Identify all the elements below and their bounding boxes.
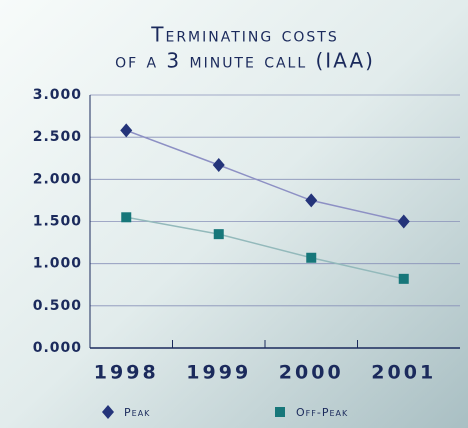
y-tick-label: 1.000 [33,256,82,272]
data-point [121,212,132,223]
legend-marker [102,405,114,419]
data-point [305,193,318,208]
chart-title: of a 3 minute call (IAA) [115,49,375,73]
x-tick-label: 2001 [371,362,436,384]
data-point [306,252,317,263]
legend-marker [275,407,285,417]
legend-label: Peak [124,406,150,419]
series-line [125,129,404,223]
chart-title: Terminating costs [150,23,338,47]
data-point [213,229,224,240]
series-line [126,216,404,280]
y-tick-label: 3.000 [33,87,82,103]
y-tick-label: 2.000 [33,171,82,187]
x-tick-label: 1998 [94,362,159,384]
legend-label: Off-Peak [296,406,348,419]
y-tick-label: 0.500 [33,298,82,314]
x-tick-label: 1999 [186,362,251,384]
data-point [397,214,410,229]
y-tick-label: 1.500 [33,214,82,230]
y-tick-label: 0.000 [33,340,82,356]
x-tick-label: 2000 [279,362,344,384]
data-point [398,273,409,284]
data-point [212,157,225,172]
y-tick-label: 2.500 [33,129,82,145]
data-point [120,123,133,138]
